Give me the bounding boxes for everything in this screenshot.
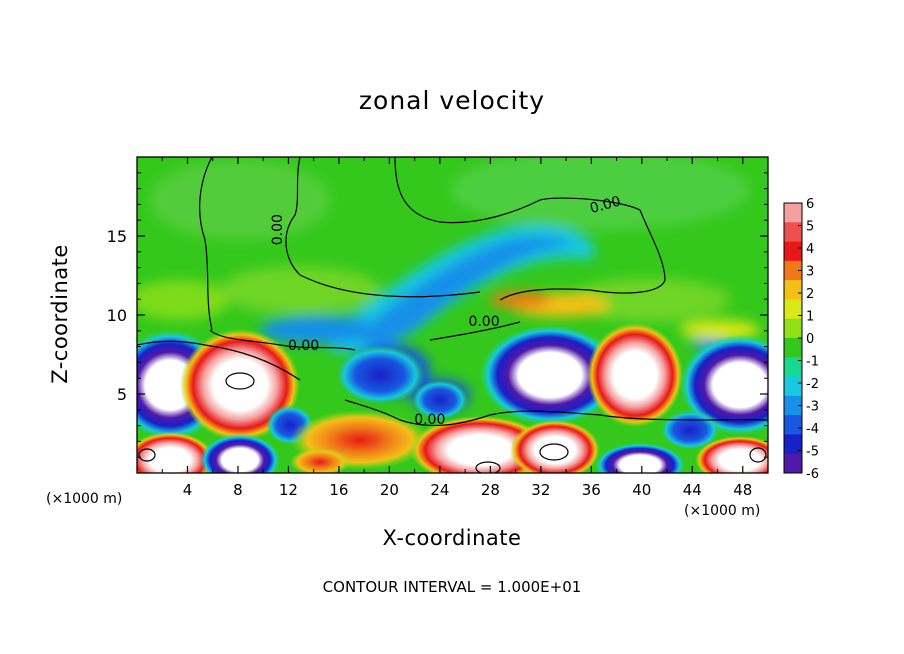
colorbar-swatch — [784, 453, 802, 474]
colorbar-tick-label: 3 — [806, 265, 814, 280]
colorbar-swatch — [784, 376, 802, 397]
colorbar-swatch — [784, 260, 802, 281]
colorbar-swatch — [784, 280, 802, 300]
y-axis-label: Z-coordinate — [48, 244, 72, 384]
colorbar-swatch — [784, 434, 802, 455]
colorbar-swatch — [784, 318, 802, 339]
x-tick-label: 4 — [183, 481, 193, 499]
colorbar-swatch — [784, 357, 802, 378]
colorbar: 6 5 4 3 2 1 0 -1 -2 -3 -4 -5 -6 — [783, 197, 819, 482]
contour-label: 0.00 — [588, 194, 622, 218]
contour-label: 0.00 — [270, 214, 286, 245]
x-tick-label: 12 — [279, 481, 298, 499]
x-tick-label: 16 — [329, 481, 348, 499]
colorbar-tick-label: -5 — [806, 445, 819, 460]
x-tick-label: 20 — [380, 481, 399, 499]
x-unit-left: (×1000 m) — [46, 491, 123, 507]
colorbar-swatch — [784, 395, 802, 416]
y-tick-label: 10 — [107, 306, 127, 325]
x-tick-label: 36 — [582, 481, 601, 499]
colorbar-swatch — [784, 299, 802, 320]
x-tick-label: 48 — [733, 481, 752, 499]
colorbar-tick-label: -1 — [806, 355, 819, 370]
contour-label: 0.00 — [468, 314, 499, 330]
contour-label: 0.00 — [288, 338, 319, 354]
contour-label: 0.00 — [414, 412, 445, 428]
contour-lines — [137, 157, 768, 473]
x-tick-label: 40 — [632, 481, 651, 499]
colorbar-swatch — [784, 338, 802, 358]
x-tick-label: 28 — [481, 481, 500, 499]
colorbar-tick-label: -6 — [806, 467, 819, 482]
x-tick-label: 32 — [531, 481, 550, 499]
x-unit-right: (×1000 m) — [684, 503, 761, 519]
colorbar-tick-label: -3 — [806, 400, 819, 415]
colorbar-tick-label: 1 — [806, 310, 814, 325]
x-tick-label: 24 — [430, 481, 449, 499]
x-tick-label: 8 — [233, 481, 243, 499]
y-tick-label: 5 — [117, 385, 127, 404]
colorbar-tick-label: 0 — [806, 332, 814, 347]
colorbar-tick-label: -4 — [806, 422, 819, 437]
heatmap-field — [137, 157, 768, 473]
colorbar-swatch — [784, 222, 802, 243]
colorbar-swatch — [784, 203, 802, 223]
contour-interval-note: CONTOUR INTERVAL = 1.000E+01 — [322, 578, 582, 596]
x-axis-label: X-coordinate — [382, 526, 522, 550]
colorbar-tick-label: 5 — [806, 220, 814, 235]
colorbar-swatch — [784, 241, 802, 262]
y-tick-label: 15 — [107, 227, 127, 246]
colorbar-swatch — [784, 415, 802, 435]
colorbar-tick-label: 6 — [806, 197, 814, 212]
chart-title: zonal velocity — [358, 86, 546, 115]
colorbar-tick-label: -2 — [806, 377, 819, 392]
x-tick-label: 44 — [683, 481, 702, 499]
colorbar-tick-label: 2 — [806, 287, 814, 302]
colorbar-tick-label: 4 — [806, 242, 814, 257]
